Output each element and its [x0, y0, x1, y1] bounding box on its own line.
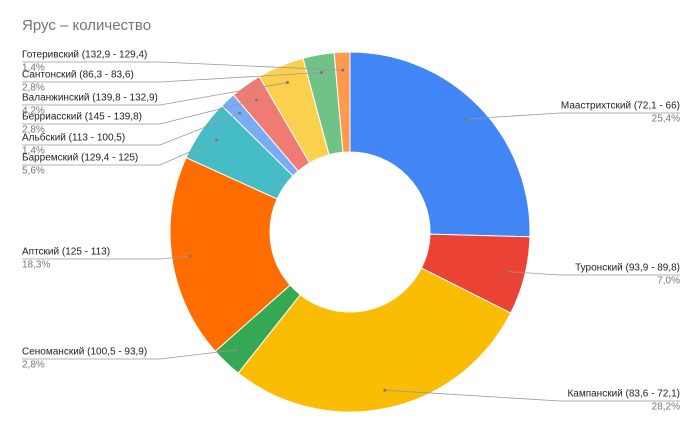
- slice-value-label: 7,0%: [657, 276, 680, 287]
- leader-line: [507, 271, 680, 276]
- slice-label: Сеноманский (100,5 - 93,9): [22, 347, 147, 358]
- slice-value-label: 2,8%: [22, 83, 45, 94]
- slice-label: Готеривский (132,9 - 129,4): [22, 50, 147, 61]
- slice-label: Берриасский (145 - 139,8): [22, 112, 142, 123]
- leader-dot: [341, 68, 345, 72]
- leader-dot: [214, 138, 218, 142]
- leader-dot: [320, 71, 324, 75]
- slice-value-label: 25,4%: [652, 114, 680, 125]
- leader-line: [22, 349, 239, 360]
- leader-line: [384, 389, 680, 402]
- leader-dot: [505, 270, 509, 274]
- slice-value-label: 1,4%: [22, 146, 45, 157]
- leader-dot: [464, 117, 468, 121]
- leader-line: [22, 61, 343, 71]
- slice-label: Сантонский (86,3 - 83,6): [22, 70, 134, 81]
- leader-line: [22, 112, 240, 146]
- slice-label: Кампанский (83,6 - 72,1): [567, 389, 680, 400]
- slice: [333, 51, 351, 153]
- leader-dot: [237, 348, 241, 352]
- slice-value-label: 1,4%: [22, 63, 45, 74]
- slice-value-label: 18,3%: [22, 260, 50, 271]
- slice-label: Валанжинский (139,8 - 132,9): [22, 93, 158, 104]
- leader-line: [22, 99, 257, 125]
- slice-value-label: 5,6%: [22, 166, 45, 177]
- slice: [169, 156, 291, 353]
- chart-title: Ярус – количество: [22, 17, 151, 34]
- leader-dot: [383, 388, 387, 392]
- leader-dot: [188, 254, 192, 258]
- leader-dot: [285, 81, 289, 85]
- leader-line: [22, 82, 288, 106]
- leader-line: [22, 255, 190, 260]
- slice-label: Альбский (113 - 100,5): [22, 132, 125, 144]
- leader-dot: [238, 111, 242, 115]
- slice-value-label: 2,8%: [22, 125, 45, 136]
- slice-value-label: 28,2%: [652, 402, 680, 413]
- slice-value-label: 2,8%: [22, 360, 45, 371]
- leader-line: [466, 112, 680, 120]
- slice-label: Барремский (129,4 - 125): [22, 153, 138, 164]
- slice-value-label: 4,2%: [22, 106, 45, 117]
- slice-label: Аптский (125 - 113): [22, 247, 110, 258]
- leader-dot: [254, 98, 258, 102]
- slice: [237, 267, 512, 413]
- slice: [349, 51, 531, 238]
- leader-line: [22, 72, 322, 83]
- slice-label: Туронский (93,9 - 89,8): [575, 263, 680, 274]
- leader-line: [22, 139, 217, 166]
- slice-label: Маастрихтский (72,1 - 66): [561, 101, 680, 112]
